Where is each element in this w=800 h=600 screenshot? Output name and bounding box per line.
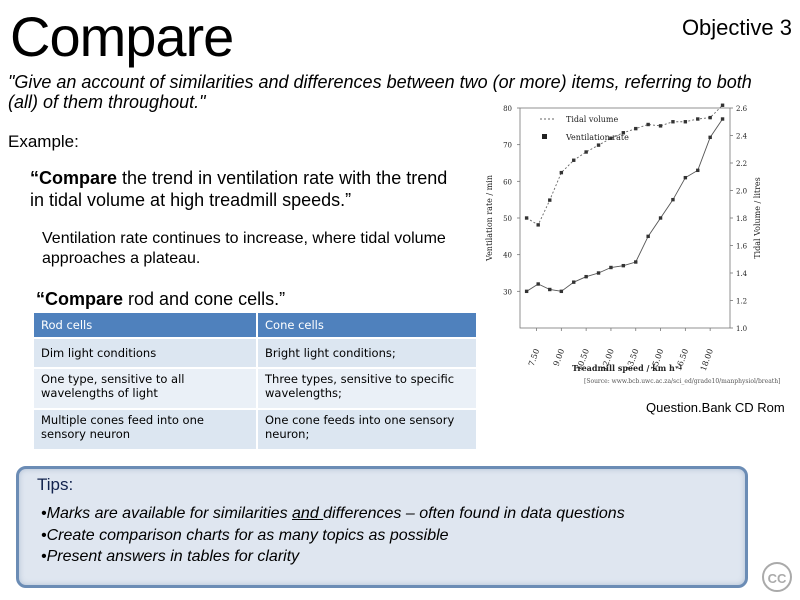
y-tick-label: 70: [503, 142, 512, 150]
y2-tick-label: 2.2: [736, 160, 747, 168]
data-point: [572, 158, 576, 162]
data-point: [658, 124, 663, 128]
data-point: [634, 260, 638, 264]
data-point: [683, 120, 688, 124]
x-axis-label: Treadmill speed / km h⁻¹: [572, 363, 683, 373]
data-point: [671, 120, 675, 124]
example-answer-1: Ventilation rate continues to increase, …: [42, 230, 446, 267]
y2-tick-label: 1.6: [736, 243, 748, 251]
data-point: [524, 216, 529, 220]
data-point: [646, 122, 650, 127]
example-label: Example:: [8, 132, 79, 151]
y2-tick-label: 2.6: [736, 105, 748, 113]
comparison-table: Rod cells Cone cells Dim light condition…: [34, 313, 478, 449]
table-cell: Bright light conditions;: [257, 337, 478, 368]
source-note: [Source: www.bcb.uwc.ac.za/sci_ed/grade1…: [584, 378, 780, 385]
example-question-2: “Compare rod and cone cells.”: [36, 288, 466, 310]
y2-tick-label: 2.4: [736, 133, 748, 141]
tips-box: Tips: •Marks are available for similarit…: [16, 466, 748, 588]
table-cell: One type, sensitive to all wavelengths o…: [34, 367, 258, 409]
data-point: [708, 135, 712, 140]
ventilation-chart: 30 40 50 60 70 80 1.0 1.2 1.4 1.6 1.8 2.0 2.2 2.4 2.6 7…: [485, 103, 780, 385]
tip-underline: and: [292, 505, 324, 522]
x-tick-label: 18.00: [699, 348, 715, 373]
data-point: [658, 216, 663, 220]
y-tick-label: 80: [503, 105, 512, 113]
data-point: [646, 234, 650, 239]
question-text: the trend in ventilation rate with the t…: [30, 168, 448, 210]
data-point: [609, 136, 613, 140]
tip-item: •Marks are available for similarities an…: [41, 505, 625, 522]
table-cell: Three types, sensitive to specific wavel…: [257, 367, 478, 409]
command-term: “Compare: [30, 168, 118, 188]
column-header: Cone cells: [257, 313, 478, 338]
legend-swatch-ventilation: [542, 134, 547, 139]
data-point: [559, 170, 564, 175]
slide-title: Compare: [10, 5, 234, 68]
y-axis-label: Ventilation rate / min: [485, 175, 494, 262]
table-cell: One cone feeds into one sensory neuron;: [257, 408, 478, 449]
tips-title: Tips:: [37, 475, 74, 494]
table-header-row: Rod cells Cone cells: [34, 313, 478, 338]
data-point: [584, 150, 588, 154]
data-point: [584, 274, 588, 279]
data-point: [696, 117, 700, 121]
series-line: [526, 104, 723, 226]
example-question-1: “Compare the trend in ventilation rate w…: [30, 167, 460, 211]
legend-label: Ventilation rate: [565, 133, 629, 142]
data-point: [720, 103, 725, 107]
data-point: [634, 126, 638, 131]
data-point: [621, 263, 626, 268]
y2-tick-label: 1.0: [736, 325, 747, 333]
column-header: Rod cells: [34, 313, 258, 338]
y-tick-label: 40: [503, 252, 512, 260]
y-tick-label: 60: [503, 178, 512, 186]
source-credit: Question.Bank CD Rom: [646, 400, 785, 415]
tip-item: •Create comparison charts for as many to…: [41, 527, 449, 544]
data-point: [671, 197, 675, 202]
x-tick-label: 7.50: [527, 348, 542, 368]
data-point: [696, 168, 700, 173]
table-row: Dim light conditions Bright light condit…: [34, 337, 478, 368]
y2-tick-label: 1.2: [736, 298, 747, 306]
tip-text: differences – often found in data questi…: [323, 505, 625, 522]
y-tick-label: 30: [503, 288, 512, 296]
table-row: One type, sensitive to all wavelengths o…: [34, 367, 478, 409]
question-text: rod and cone cells.”: [123, 289, 286, 309]
data-point: [720, 117, 725, 121]
data-point: [683, 175, 688, 180]
creative-commons-icon: CC: [762, 562, 792, 592]
data-point: [596, 271, 601, 275]
y2-tick-label: 1.4: [736, 270, 748, 278]
data-point: [548, 287, 552, 292]
objective-label: Objective 3: [681, 15, 792, 40]
x-tick-label: 9.00: [552, 348, 567, 368]
data-point: [708, 115, 712, 120]
y2-tick-label: 1.8: [736, 215, 747, 223]
data-point: [536, 223, 540, 227]
command-term: “Compare: [36, 289, 124, 309]
data-point: [548, 198, 552, 202]
tip-text: Create comparison charts for as many top…: [46, 527, 449, 544]
data-point: [524, 289, 529, 294]
table-cell: Dim light conditions: [34, 337, 258, 368]
data-point: [572, 280, 576, 284]
y-tick-label: 50: [503, 215, 512, 223]
y2-axis-label: Tidal Volume / litres: [753, 177, 762, 259]
data-point: [596, 143, 601, 147]
y2-tick-label: 2.0: [736, 188, 747, 196]
legend-label: Tidal volume: [566, 115, 619, 124]
table-cell: Multiple cones feed into one sensory neu…: [34, 408, 258, 449]
table-row: Multiple cones feed into one sensory neu…: [34, 408, 478, 449]
data-point: [559, 289, 564, 294]
data-point: [536, 282, 540, 286]
data-point: [621, 131, 626, 135]
data-point: [609, 265, 613, 270]
tip-item: •Present answers in tables for clarity: [41, 548, 300, 565]
definition-text: "Give an account of similarities and dif…: [8, 72, 752, 112]
tip-text: Marks are available for similarities: [46, 505, 293, 522]
tip-text: Present answers in tables for clarity: [46, 548, 300, 565]
